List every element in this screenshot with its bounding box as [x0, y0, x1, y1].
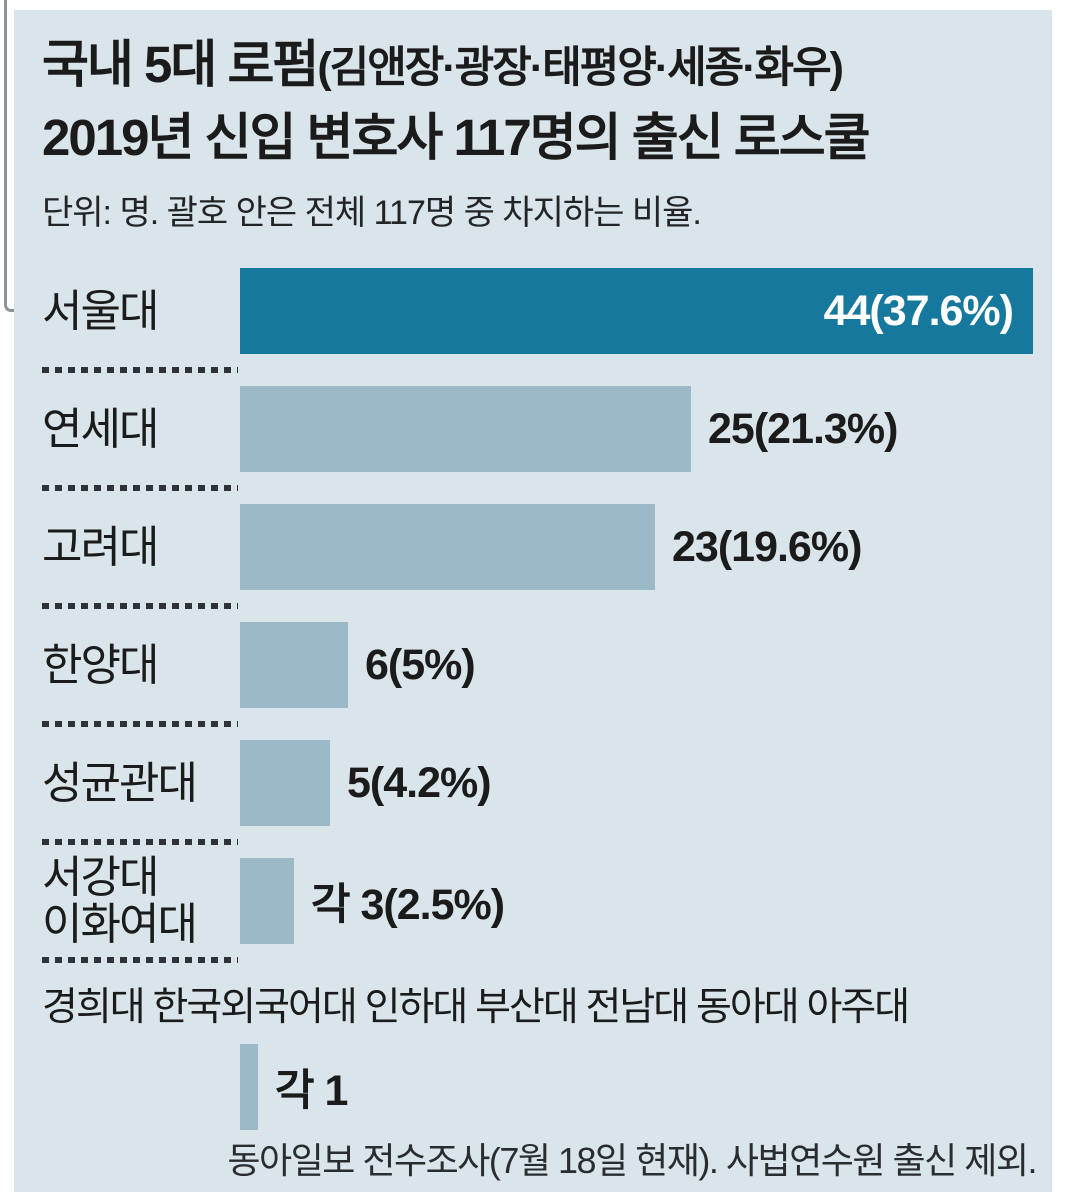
infographic-panel: 국내 5대 로펌(김앤장·광장·태평양·세종·화우) 2019년 신입 변호사 …: [14, 10, 1052, 1192]
bar-highlighted: 44(37.6%): [240, 268, 1033, 355]
chart-row: 한양대 6(5%): [42, 622, 1038, 709]
dotted-separator: [42, 839, 238, 846]
bar: [240, 622, 348, 709]
dotted-separator: [42, 957, 238, 964]
value-label: 44(37.6%): [823, 286, 1014, 335]
chart-row: 연세대 25(21.3%): [42, 386, 1038, 473]
bar: [240, 1044, 258, 1131]
value-label: 25(21.3%): [708, 404, 898, 453]
bar-area: 6(5%): [240, 622, 476, 709]
dotted-separator: [42, 721, 238, 728]
dotted-separator: [42, 367, 238, 374]
bar-area: 각 3(2.5%): [240, 858, 505, 945]
bar-area: 5(4.2%): [240, 740, 492, 827]
bar: [240, 740, 330, 827]
bar: [240, 858, 294, 945]
value-label: 각 3(2.5%): [311, 881, 505, 930]
bar-area: 각 1: [240, 1044, 348, 1131]
bar-area: 25(21.3%): [240, 386, 898, 473]
dotted-separator: [42, 485, 238, 492]
page-edge-line: [4, 0, 18, 312]
category-label: 서강대 이화여대: [42, 853, 198, 950]
value-label: 6(5%): [365, 640, 476, 689]
bar-chart: 서울대 44(37.6%) 연세대 25(21.3%) 고려대 23(19.6%) 한양대 6…: [42, 268, 1038, 1131]
bar-area: 23(19.6%): [240, 504, 862, 591]
value-label: 5(4.2%): [347, 758, 492, 807]
chart-row: 성균관대 5(4.2%): [42, 740, 1038, 827]
chart-row: 서울대 44(37.6%): [42, 268, 1038, 355]
category-label: 한양대: [42, 640, 159, 690]
category-label: 성균관대: [42, 758, 198, 808]
chart-row: 각 1: [42, 1044, 1038, 1131]
unit-note: 단위: 명. 괄호 안은 전체 117명 중 차지하는 비율.: [42, 194, 702, 233]
title-paren-text: (김앤장·광장·태평양·세종·화우): [317, 44, 844, 92]
category-label: 고려대: [42, 522, 159, 572]
chart-row: 고려대 23(19.6%): [42, 504, 1038, 591]
category-label: 서울대: [42, 286, 159, 336]
source-note: 동아일보 전수조사(7월 18일 현재). 사법연수원 출신 제외.: [227, 1140, 1037, 1181]
bar: [240, 386, 691, 473]
value-label: 각 1: [275, 1067, 348, 1116]
chart-title-line1: 국내 5대 로펌(김앤장·광장·태평양·세종·화우): [42, 34, 1038, 95]
chart-row: 서강대 이화여대 각 3(2.5%): [42, 854, 1038, 948]
bar-area: 44(37.6%): [240, 268, 1033, 355]
dotted-separator: [42, 603, 238, 610]
title-main-text: 국내 5대 로펌: [42, 36, 319, 93]
chart-title-line2: 2019년 신입 변호사 117명의 출신 로스쿨: [42, 109, 871, 167]
bar: [240, 504, 655, 591]
category-group-label: 경희대 한국외국어대 인하대 부산대 전남대 동아대 아주대: [42, 986, 910, 1030]
value-label: 23(19.6%): [672, 522, 862, 571]
category-label: 연세대: [42, 404, 159, 454]
